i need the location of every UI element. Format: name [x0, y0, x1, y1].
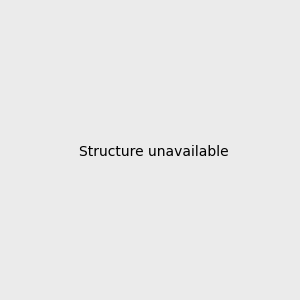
Text: Structure unavailable: Structure unavailable [79, 145, 229, 158]
